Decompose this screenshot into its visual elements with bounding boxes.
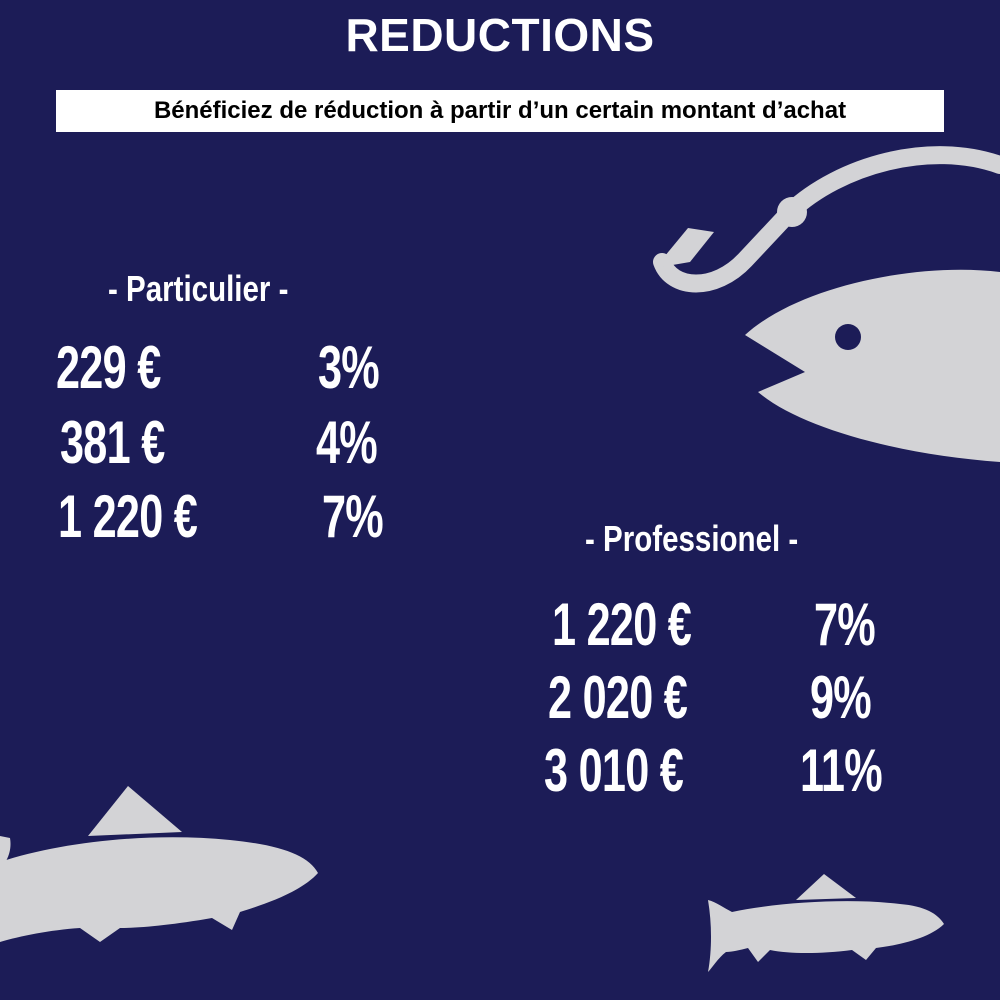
professionel-discount: 7%	[814, 591, 876, 658]
professionel-amount: 2 020 €	[548, 664, 688, 731]
professionel-row: 3 010 € 11%	[0, 741, 1000, 801]
professionel-row: 1 220 € 7%	[0, 595, 1000, 655]
particulier-amount: 381 €	[60, 409, 165, 476]
particulier-discount: 3%	[318, 334, 380, 401]
professionel-amount: 1 220 €	[552, 591, 692, 658]
small-trout-icon	[708, 874, 944, 972]
professionel-amount: 3 010 €	[544, 737, 684, 804]
subtitle-banner: Bénéficiez de réduction à partir d’un ce…	[56, 90, 944, 132]
professionel-discount: 11%	[800, 737, 883, 804]
fish-hook-icon	[653, 146, 1000, 293]
professionel-discount: 9%	[810, 664, 872, 731]
fish-head-icon	[745, 269, 1000, 462]
professionel-row: 2 020 € 9%	[0, 668, 1000, 728]
particulier-row: 1 220 € 7%	[0, 487, 420, 547]
particulier-discount: 4%	[316, 409, 378, 476]
particulier-discount: 7%	[322, 483, 384, 550]
professionel-title: - Professionel -	[585, 518, 799, 559]
particulier-amount: 229 €	[56, 334, 161, 401]
page-title: REDUCTIONS	[345, 9, 655, 61]
trout-icon	[0, 786, 318, 942]
particulier-title: - Particulier -	[108, 268, 289, 309]
particulier-row: 229 € 3%	[0, 338, 420, 398]
particulier-row: 381 € 4%	[0, 413, 420, 473]
particulier-amount: 1 220 €	[58, 483, 198, 550]
